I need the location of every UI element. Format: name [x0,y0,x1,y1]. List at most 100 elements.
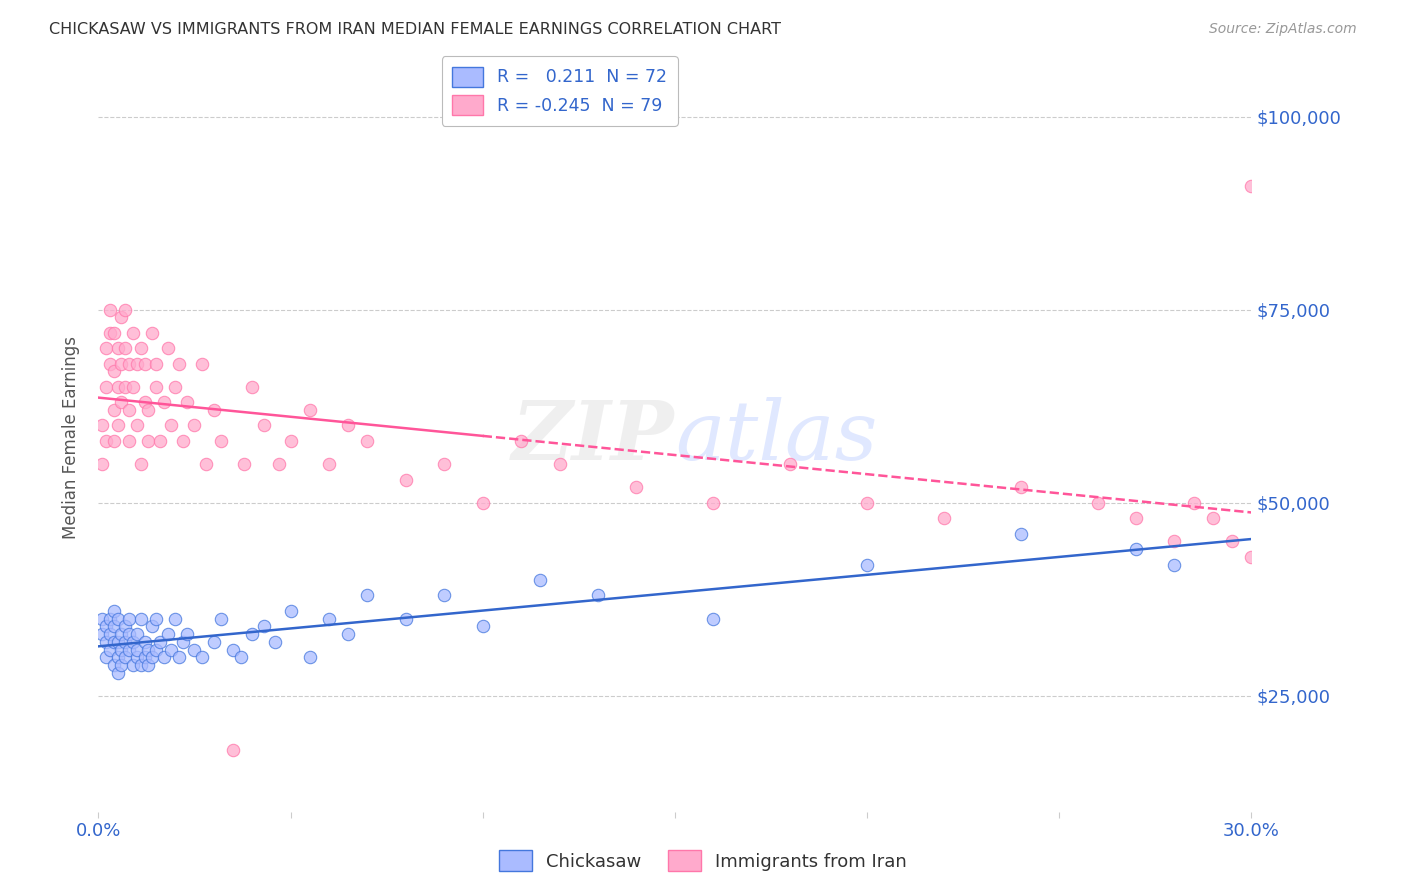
Point [129,457,152,471]
Point [141,650,163,665]
Point [138,434,160,448]
Point [548,457,571,471]
Point [98,357,121,371]
Point [240,627,263,641]
Point [107,418,129,433]
Point [318,457,340,471]
Point [233,457,256,471]
Point [94,619,117,633]
Point [253,418,276,433]
Point [471,496,494,510]
Point [94,650,117,665]
Point [172,634,194,648]
Point [337,627,360,641]
Point [1087,496,1109,510]
Point [167,357,190,371]
Point [103,326,125,340]
Point [280,604,302,618]
Point [165,380,187,394]
Text: ZIP: ZIP [512,397,675,477]
Point [229,650,252,665]
Point [145,642,167,657]
Point [134,650,156,665]
Point [103,604,125,618]
Point [779,457,801,471]
Point [114,634,136,648]
Point [107,665,129,680]
Legend: Chickasaw, Immigrants from Iran: Chickasaw, Immigrants from Iran [492,843,914,879]
Point [103,403,125,417]
Point [129,341,152,355]
Point [110,395,132,409]
Point [202,634,225,648]
Point [94,434,117,448]
Point [114,302,136,317]
Point [1010,526,1032,541]
Point [395,473,418,487]
Point [103,619,125,633]
Point [1240,549,1263,564]
Point [152,650,174,665]
Point [134,634,156,648]
Point [91,418,114,433]
Point [107,380,129,394]
Text: Source: ZipAtlas.com: Source: ZipAtlas.com [1209,22,1357,37]
Point [103,657,125,672]
Point [280,434,302,448]
Point [134,357,156,371]
Point [510,434,533,448]
Point [1202,511,1225,525]
Point [586,589,609,603]
Point [156,627,179,641]
Point [1220,534,1243,549]
Point [202,403,225,417]
Point [176,395,198,409]
Point [152,395,174,409]
Point [122,380,145,394]
Point [103,434,125,448]
Point [114,650,136,665]
Point [98,627,121,641]
Point [183,642,205,657]
Point [114,380,136,394]
Point [118,357,141,371]
Point [107,634,129,648]
Point [107,341,129,355]
Point [107,612,129,626]
Point [298,650,321,665]
Point [138,642,160,657]
Point [118,612,141,626]
Point [91,612,114,626]
Point [91,457,114,471]
Point [118,403,141,417]
Point [172,434,194,448]
Point [103,364,125,378]
Point [122,326,145,340]
Point [433,589,456,603]
Point [110,357,132,371]
Y-axis label: Median Female Earnings: Median Female Earnings [62,335,80,539]
Point [138,657,160,672]
Point [267,457,290,471]
Point [167,650,190,665]
Point [122,634,145,648]
Point [165,612,187,626]
Point [160,642,183,657]
Point [702,612,724,626]
Point [118,642,141,657]
Point [1125,511,1147,525]
Point [626,480,648,494]
Point [176,627,198,641]
Point [103,634,125,648]
Point [94,380,117,394]
Point [1182,496,1205,510]
Point [141,619,163,633]
Point [141,326,163,340]
Point [129,657,152,672]
Point [222,743,245,757]
Point [160,418,183,433]
Point [98,642,121,657]
Point [264,634,287,648]
Point [433,457,456,471]
Point [110,642,132,657]
